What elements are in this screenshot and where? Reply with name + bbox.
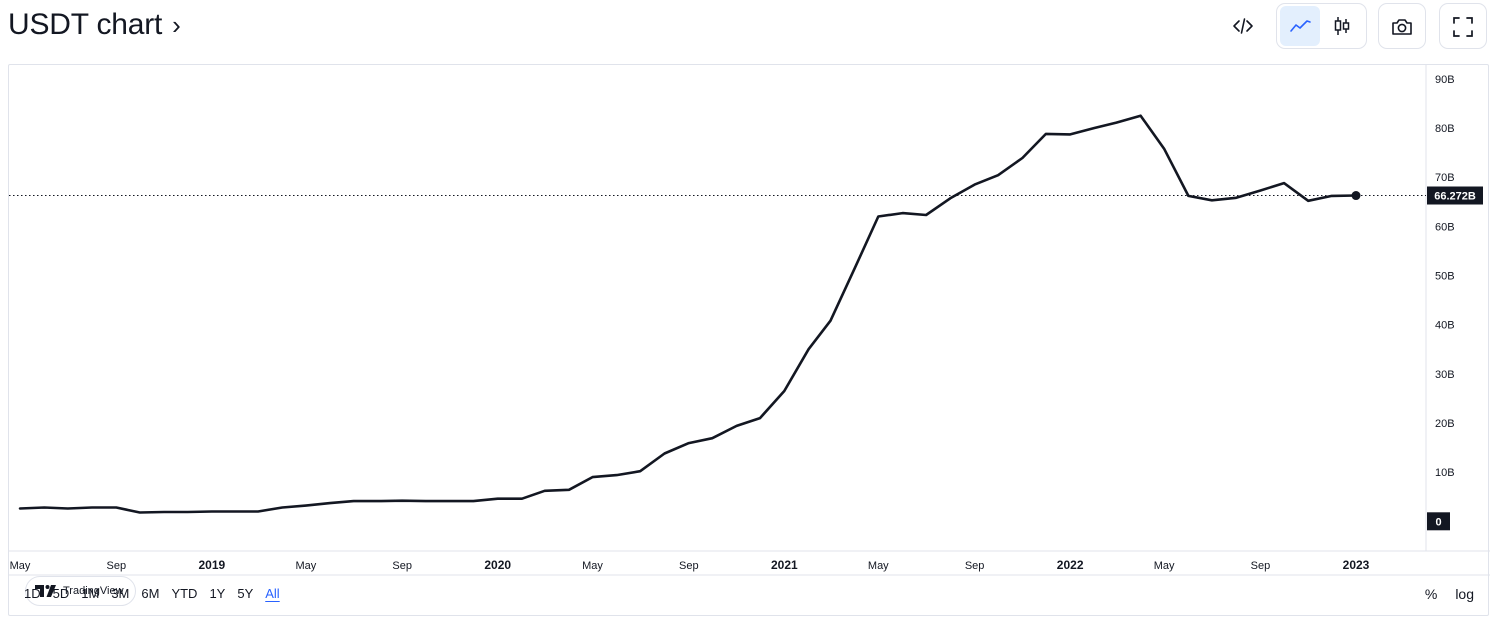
zero-value-badge-text: 0 [1435,516,1441,528]
range-button-all[interactable]: All [265,586,280,601]
y-tick-label: 50B [1435,271,1455,283]
fullscreen-group [1439,3,1487,49]
tradingview-logo-icon [35,585,56,597]
x-tick-label: Sep [679,560,699,572]
range-button-5d[interactable]: 5D [52,586,70,601]
candlestick-icon [1334,17,1350,35]
y-tick-label: 40B [1435,320,1455,332]
snapshot-button[interactable] [1379,4,1425,50]
y-tick-label: 70B [1435,172,1455,184]
x-tick-label: 2021 [771,558,798,572]
line-style-button[interactable] [1280,6,1320,46]
chevron-right-icon: › [172,9,181,40]
price-badges: 66.272B 0 [1427,186,1483,531]
y-tick-label: 80B [1435,123,1455,135]
y-tick-label: 20B [1435,418,1455,430]
usdt-line-series [18,114,1358,514]
embed-button[interactable] [1220,3,1266,49]
x-tick-label: May [868,560,889,572]
last-value-badge-bg [1427,186,1483,205]
time-axis: May Sep 2019 May Sep 2020 May Sep 2021 May Sep 2022… [10,558,1370,572]
x-tick-label: Sep [965,560,985,572]
x-tick-label: 2022 [1057,558,1084,572]
range-button-3m[interactable]: 3M [111,586,130,601]
range-button-ytd[interactable]: YTD [171,586,198,601]
log-scale-toggle[interactable]: log [1455,586,1474,602]
range-button-1m[interactable]: 1M [81,586,100,601]
snapshot-group [1378,3,1426,49]
embed-code-icon [1233,18,1253,34]
watermark-text: TradingView [63,585,124,597]
camera-icon [1392,19,1412,35]
x-tick-label: 2023 [1343,558,1370,572]
price-axis: 90B 80B 70B 60B 50B 40B 30B 20B 10B [1435,74,1455,479]
chart-style-group [1276,3,1367,49]
y-tick-label: 60B [1435,221,1455,233]
zero-value-badge-bg [1427,512,1450,531]
x-tick-label: May [10,560,31,572]
last-point-marker [1351,191,1361,201]
tradingview-watermark[interactable]: TradingView [25,576,136,606]
x-tick-label: Sep [107,560,127,572]
chart-title-link[interactable]: USDT chart › [8,8,181,42]
x-tick-label: Sep [392,560,412,572]
x-tick-label: 2019 [199,558,226,572]
zero-value-badge: 0 [1427,512,1450,531]
scale-controls: % log [1425,586,1474,602]
range-button-5y[interactable]: 5Y [237,586,254,601]
x-tick-label: May [295,560,316,572]
page-title: USDT chart [8,8,163,41]
chart-frame: 90B 80B 70B 60B 50B 40B 30B 20B 10B May Sep 2019 Ma… [8,64,1490,617]
range-button-6m[interactable]: 6M [141,586,160,601]
y-tick-label: 10B [1435,467,1455,479]
range-button-1y[interactable]: 1Y [209,586,226,601]
fullscreen-button[interactable] [1440,4,1486,50]
last-value-badge-text: 66.272B [1434,191,1476,203]
x-tick-label: 2020 [484,558,511,572]
x-tick-label: May [1154,560,1175,572]
fullscreen-icon [1453,17,1473,37]
line-chart-icon [1290,20,1311,32]
x-tick-label: May [582,560,603,572]
percent-scale-toggle[interactable]: % [1424,586,1438,602]
candle-style-button[interactable] [1322,6,1362,46]
x-tick-label: Sep [1251,560,1271,572]
range-button-1d[interactable]: 1D [24,586,41,601]
y-tick-label: 90B [1435,74,1455,86]
y-tick-label: 30B [1435,369,1455,381]
last-value-badge: 66.272B [1427,186,1483,205]
range-selector: 1D 5D 1M 3M 6M YTD 1Y 5Y All [18,586,286,601]
